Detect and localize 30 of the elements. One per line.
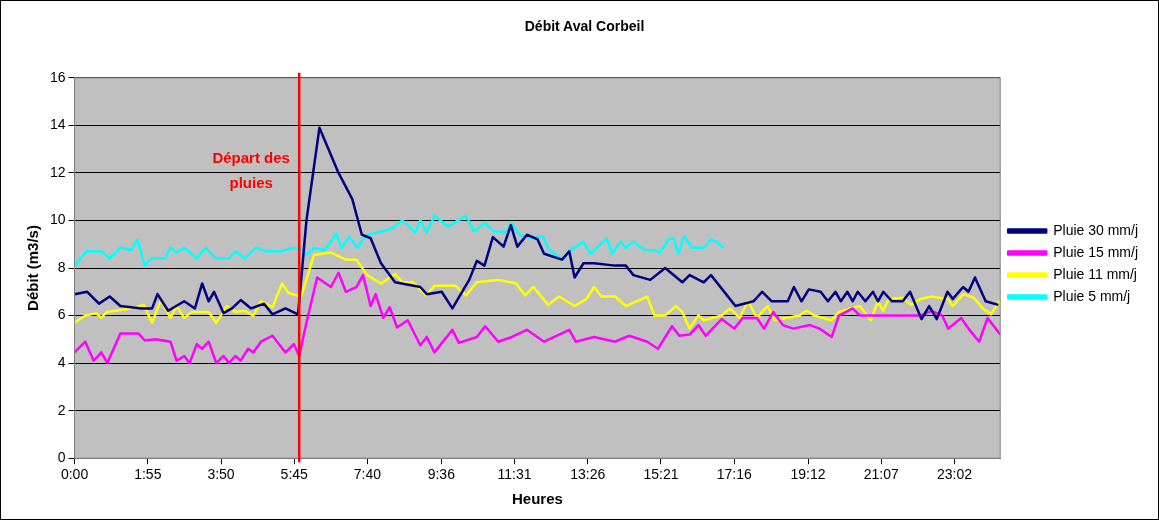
y-tick-label: 14 — [49, 116, 66, 133]
x-axis-title: Heures — [511, 490, 563, 508]
legend-label: Pluie 5 mm/j — [1053, 287, 1131, 304]
x-tick-label: 7:40 — [353, 466, 382, 483]
chart-title: Débit Aval Corbeil — [524, 18, 645, 35]
legend-label: Pluie 15 mm/j — [1053, 243, 1139, 260]
y-tick-label: 4 — [57, 353, 66, 370]
x-tick-label: 17:16 — [716, 466, 752, 483]
x-tick-label: 15:21 — [643, 466, 679, 483]
x-tick-label: 23:02 — [936, 466, 973, 483]
y-tick-label: 2 — [57, 401, 66, 418]
y-tick-label: 16 — [49, 68, 66, 85]
y-tick-label: 10 — [49, 211, 66, 228]
legend-label: Pluie 30 mm/j — [1053, 221, 1139, 238]
x-tick-label: 19:12 — [790, 466, 826, 483]
legend-label: Pluie 11 mm/j — [1053, 265, 1137, 282]
x-tick-label: 11:31 — [497, 466, 532, 483]
x-tick-label: 0:00 — [60, 466, 89, 483]
x-tick-label: 5:45 — [280, 466, 309, 483]
x-tick-label: 9:36 — [427, 466, 456, 483]
ref-line-label: Départ des pluies — [212, 148, 290, 192]
x-tick-label: 21:07 — [863, 466, 899, 483]
x-tick-label: 3:50 — [207, 466, 235, 483]
y-tick-label: 12 — [49, 163, 66, 180]
x-tick-label: 13:26 — [570, 466, 606, 483]
y-tick-label: 0 — [57, 449, 66, 466]
x-tick-label: 1:55 — [134, 466, 162, 483]
y-tick-label: 6 — [57, 306, 66, 323]
y-axis-title: Débit (m3/s) — [24, 225, 42, 311]
y-tick-label: 8 — [57, 258, 66, 275]
